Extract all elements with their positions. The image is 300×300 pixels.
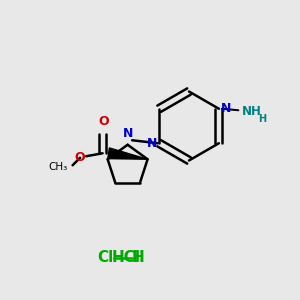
- Text: HCl: HCl: [112, 250, 140, 266]
- Text: O: O: [99, 116, 110, 128]
- Text: H: H: [132, 250, 145, 266]
- Text: N: N: [147, 137, 158, 150]
- Text: O: O: [74, 151, 85, 164]
- Text: Cl: Cl: [98, 250, 114, 266]
- Text: N: N: [122, 127, 133, 140]
- Text: H: H: [258, 114, 266, 124]
- Text: CH₃: CH₃: [49, 162, 68, 172]
- Text: N: N: [220, 102, 231, 115]
- Polygon shape: [108, 148, 148, 159]
- Text: NH: NH: [242, 105, 261, 118]
